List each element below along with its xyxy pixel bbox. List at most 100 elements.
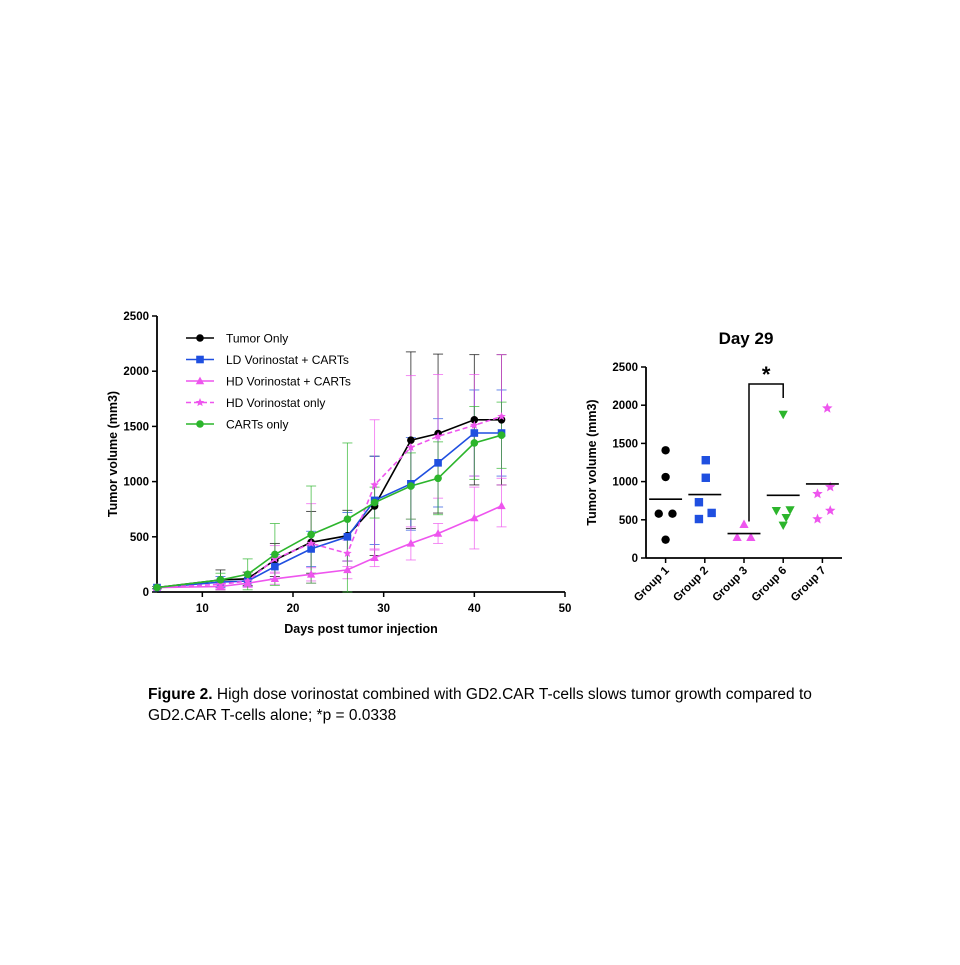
dot-plot-category-label: Group 3 — [710, 565, 750, 605]
data-point — [370, 480, 379, 489]
data-point — [307, 530, 315, 539]
line-chart-y-tick-label: 1000 — [123, 477, 149, 489]
data-point — [343, 533, 352, 541]
series-line — [156, 415, 502, 589]
data-point — [406, 539, 416, 547]
data-point — [739, 519, 749, 528]
data-point — [822, 402, 833, 413]
line-chart-x-tick-label: 40 — [468, 603, 481, 615]
data-point — [216, 576, 225, 584]
dot-plot-y-tick-label: 1000 — [612, 477, 638, 489]
data-point — [470, 420, 479, 429]
data-point — [216, 579, 225, 588]
series-line — [156, 434, 502, 589]
series-hd-vorinostat-only — [152, 354, 507, 590]
group-group-6 — [766, 410, 800, 530]
data-point — [668, 509, 677, 518]
data-point — [654, 509, 663, 518]
data-point — [771, 507, 781, 516]
group-group-2 — [688, 456, 722, 524]
day29-dot-plot: Day 29 0 500 1000 1500 2000 2500 Tumor volume (… — [585, 329, 842, 604]
data-point — [271, 562, 279, 571]
data-point — [306, 538, 316, 548]
line-chart-x-tick-label: 20 — [287, 603, 300, 615]
data-point — [785, 506, 795, 515]
data-point — [407, 482, 415, 490]
dot-plot-category-label: Group 1 — [632, 564, 672, 604]
data-point — [661, 446, 670, 455]
dot-plot-category-label: Group 7 — [789, 565, 829, 605]
data-point — [270, 574, 280, 582]
line-chart-y-axis-label: Tumor volume (mm3) — [106, 391, 120, 517]
data-point — [470, 439, 479, 447]
data-point — [406, 442, 416, 452]
data-point — [694, 514, 704, 524]
dot-plot-category-label: Group 2 — [671, 565, 711, 605]
line-chart-x-axis-label: Days post tumor injection — [284, 622, 438, 636]
data-point — [370, 498, 379, 507]
data-point — [271, 550, 279, 559]
data-point — [781, 513, 791, 523]
dot-plot-category-label: Group 6 — [750, 565, 790, 605]
line-chart-y-tick-label: 500 — [130, 532, 149, 544]
series-carts-only — [152, 401, 507, 593]
legend-marker — [196, 334, 204, 342]
legend-label: Tumor Only — [226, 332, 288, 346]
data-point — [778, 410, 788, 420]
data-point — [343, 548, 352, 557]
data-point — [433, 431, 443, 440]
dot-plot-y-tick-label: 2500 — [612, 362, 638, 374]
figure-caption: Figure 2. High dose vorinostat combined … — [148, 684, 848, 726]
legend-marker — [196, 420, 204, 428]
data-point — [306, 569, 316, 578]
data-point — [343, 515, 352, 523]
tumor-growth-line-chart: 0 500 1000 1500 2000 2500 10 20 30 40 50 Days post … — [106, 311, 571, 636]
legend-label: CARTs only — [226, 418, 288, 432]
line-chart-y-tick-label: 0 — [143, 587, 149, 599]
line-chart-y-tick-label: 1500 — [123, 421, 149, 433]
series-ld-vorinostat-carts — [152, 389, 507, 590]
data-point — [243, 570, 252, 579]
group-group-7 — [805, 402, 839, 524]
line-chart-x-tick-label: 10 — [196, 603, 209, 615]
legend-marker — [195, 398, 205, 407]
data-point — [497, 501, 506, 510]
data-point — [661, 472, 670, 482]
series-line — [156, 418, 502, 589]
line-chart-x-tick-label: 50 — [559, 603, 572, 615]
data-point — [746, 532, 756, 541]
dot-plot-y-tick-label: 0 — [632, 553, 638, 565]
dot-plot-y-tick-label: 2000 — [612, 400, 638, 412]
data-point — [661, 535, 670, 544]
data-point — [370, 553, 379, 562]
data-point — [434, 474, 442, 483]
data-point — [707, 508, 716, 518]
line-chart-x-tick-label: 30 — [377, 603, 390, 615]
data-point — [470, 513, 479, 522]
line-chart-y-tick-label: 2500 — [123, 311, 149, 323]
data-point — [694, 498, 704, 507]
data-point — [434, 459, 442, 467]
legend-label: HD Vorinostat + CARTs — [226, 375, 351, 389]
caption-lead: Figure 2. — [148, 686, 213, 703]
significance-bracket — [748, 383, 784, 522]
data-point — [270, 554, 280, 563]
legend-label: HD Vorinostat only — [226, 396, 325, 410]
data-point — [825, 481, 836, 492]
data-point — [701, 456, 710, 465]
dot-plot-y-tick-label: 1500 — [612, 438, 638, 450]
data-point — [497, 431, 506, 440]
data-point — [407, 436, 415, 445]
data-point — [812, 513, 823, 524]
group-group-1 — [649, 446, 683, 544]
data-point — [732, 532, 742, 541]
legend-marker — [196, 355, 204, 364]
dot-plot-y-tick-label: 500 — [619, 515, 638, 527]
data-point — [812, 488, 823, 499]
data-point — [701, 473, 710, 482]
data-point — [470, 429, 479, 437]
caption-text: High dose vorinostat combined with GD2.C… — [148, 686, 812, 724]
data-point — [433, 529, 443, 537]
data-point — [497, 411, 506, 421]
